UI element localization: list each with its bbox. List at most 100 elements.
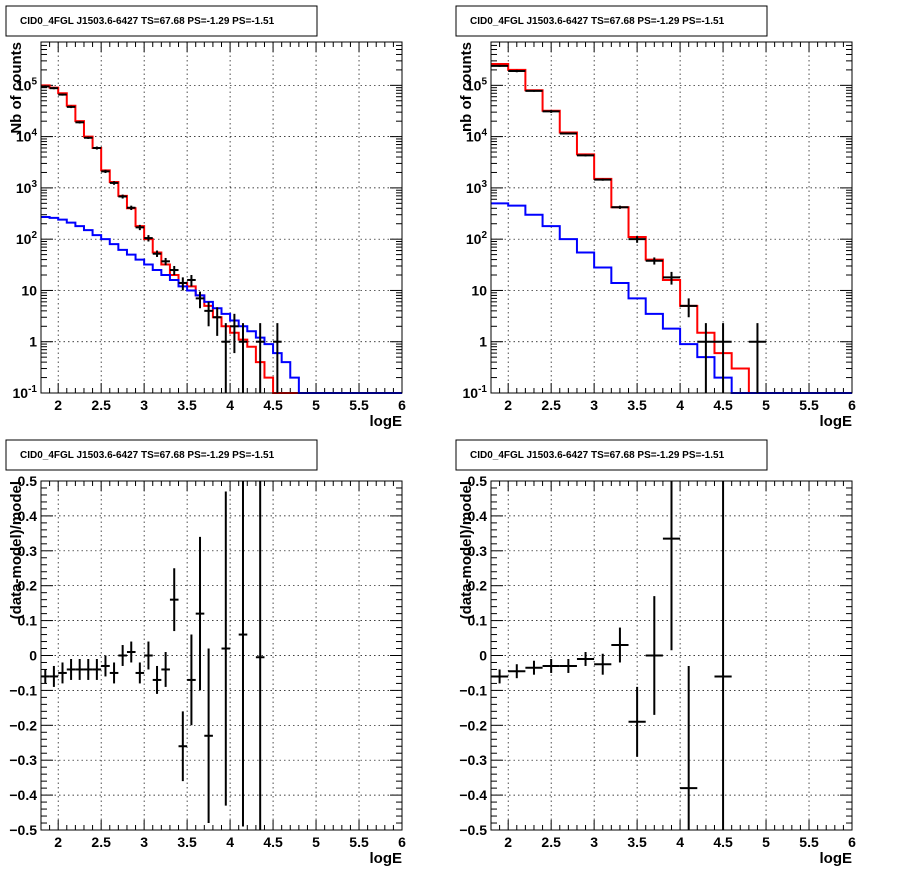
data-point bbox=[525, 89, 543, 92]
data-point bbox=[508, 664, 526, 679]
y-tick-exponent: 3 bbox=[481, 179, 487, 190]
data-point bbox=[49, 87, 59, 90]
data-point bbox=[645, 596, 663, 715]
data-point bbox=[238, 481, 248, 827]
y-tick-base: 0.4 bbox=[18, 508, 38, 524]
x-tick-label: 2.5 bbox=[91, 397, 111, 413]
y-axis-label: (data-model)/model bbox=[8, 481, 25, 619]
y-axis-label: (data-model)/model bbox=[458, 481, 475, 619]
x-tick-label: 2 bbox=[54, 834, 62, 850]
y-tick-label: 102 bbox=[16, 230, 38, 247]
y-tick-label: 103 bbox=[466, 179, 488, 196]
data-point bbox=[178, 711, 188, 782]
y-tick-label: 103 bbox=[16, 179, 38, 196]
y-tick-label: 0.1 bbox=[468, 613, 488, 629]
plot-frame bbox=[490, 41, 853, 394]
data-point bbox=[41, 85, 50, 88]
x-tick-label: 4 bbox=[226, 834, 234, 850]
data-point bbox=[559, 658, 577, 673]
y-tick-label: −0.4 bbox=[9, 787, 37, 803]
y-tick-base: 10 bbox=[13, 385, 29, 401]
y-tick-label: 0 bbox=[479, 648, 487, 664]
y-tick-label: 0.4 bbox=[468, 508, 488, 524]
y-tick-label: 0.5 bbox=[18, 473, 38, 489]
data-point bbox=[525, 660, 543, 675]
data-point bbox=[144, 235, 153, 242]
data-point bbox=[594, 653, 612, 675]
y-tick-label: −0.4 bbox=[459, 787, 487, 803]
y-axis-label: nb of counts bbox=[458, 42, 475, 132]
data-point bbox=[135, 662, 145, 684]
x-tick-label: 4 bbox=[676, 397, 684, 413]
y-tick-exponent: 4 bbox=[31, 128, 37, 139]
x-tick-label: 6 bbox=[398, 834, 406, 850]
x-axis-label: logE bbox=[370, 413, 403, 430]
data-point bbox=[662, 481, 681, 651]
y-tick-exponent: 2 bbox=[481, 230, 487, 241]
data-point bbox=[83, 136, 93, 139]
x-tick-label: 6 bbox=[848, 397, 856, 413]
panel-bottom-left: 2 2.5 3 3.5 4 4.5 5 5.5 6 −0.5 −0.4 −0.3 −0.2 −0.1 0 0.… bbox=[5, 439, 406, 867]
y-tick-exponent: -1 bbox=[28, 384, 37, 395]
x-tick-label: 3 bbox=[140, 397, 148, 413]
y-tick-label: 0.3 bbox=[468, 543, 488, 559]
y-tick-base: 10 bbox=[466, 77, 482, 93]
x-tick-label: 4.5 bbox=[263, 397, 283, 413]
data-point bbox=[152, 250, 162, 257]
data-point bbox=[628, 686, 646, 757]
data-point bbox=[118, 194, 127, 199]
y-tick-base: 0 bbox=[479, 648, 487, 664]
data-point bbox=[161, 652, 170, 687]
title-box bbox=[455, 5, 768, 37]
y-tick-label: 10-1 bbox=[13, 384, 38, 401]
y-tick-base: 0 bbox=[29, 648, 37, 664]
title-box bbox=[5, 5, 318, 37]
y-tick-label: 0.2 bbox=[468, 578, 488, 594]
y-tick-exponent: 3 bbox=[31, 179, 37, 190]
data-point bbox=[152, 665, 162, 694]
data-point bbox=[714, 323, 732, 393]
data-point bbox=[161, 257, 170, 266]
x-tick-label: 5.5 bbox=[799, 397, 819, 413]
chart-title: CID0_4FGL J1503.6-6427 TS=67.68 PS=-1.29… bbox=[20, 16, 275, 27]
x-axis-label: logE bbox=[820, 413, 853, 430]
data-point bbox=[680, 665, 698, 830]
y-tick-label: 0.3 bbox=[18, 543, 38, 559]
y-tick-base: −0.2 bbox=[9, 717, 37, 733]
panel-top-right: 2 2.5 3 3.5 4 4.5 5 5.5 610-1110102103104105logE… bbox=[455, 5, 856, 430]
y-tick-base: 10 bbox=[16, 180, 32, 196]
y-tick-base: 0.5 bbox=[18, 473, 38, 489]
y-tick-base: 0.3 bbox=[18, 543, 38, 559]
data-point bbox=[662, 271, 681, 285]
y-tick-label: 105 bbox=[16, 76, 38, 93]
data-point bbox=[187, 634, 196, 726]
data-point bbox=[75, 658, 84, 680]
data-point bbox=[195, 291, 205, 309]
y-tick-label: 104 bbox=[466, 128, 488, 145]
x-tick-label: 6 bbox=[848, 834, 856, 850]
y-tick-label: −0.1 bbox=[459, 682, 487, 698]
data-point bbox=[66, 658, 76, 680]
title-box bbox=[455, 439, 768, 471]
data-point bbox=[101, 655, 110, 677]
y-tick-base: 0.3 bbox=[468, 543, 488, 559]
data-point bbox=[714, 481, 732, 830]
y-tick-label: 102 bbox=[466, 230, 488, 247]
data-point bbox=[559, 132, 577, 135]
y-tick-exponent: 5 bbox=[31, 76, 37, 87]
y-tick-label: −0.1 bbox=[9, 682, 37, 698]
data-point bbox=[169, 265, 179, 276]
y-tick-base: 10 bbox=[466, 129, 482, 145]
data-point bbox=[255, 481, 265, 830]
y-tick-base: 10 bbox=[466, 231, 482, 247]
data-point bbox=[542, 110, 560, 113]
y-tick-label: 0.4 bbox=[18, 508, 38, 524]
y-tick-base: 1 bbox=[479, 334, 487, 350]
y-tick-label: 0.5 bbox=[468, 473, 488, 489]
data-point bbox=[576, 154, 595, 157]
title-box bbox=[5, 439, 318, 471]
x-tick-label: 5 bbox=[312, 397, 320, 413]
data-point bbox=[49, 665, 59, 687]
plot-area bbox=[491, 42, 852, 393]
